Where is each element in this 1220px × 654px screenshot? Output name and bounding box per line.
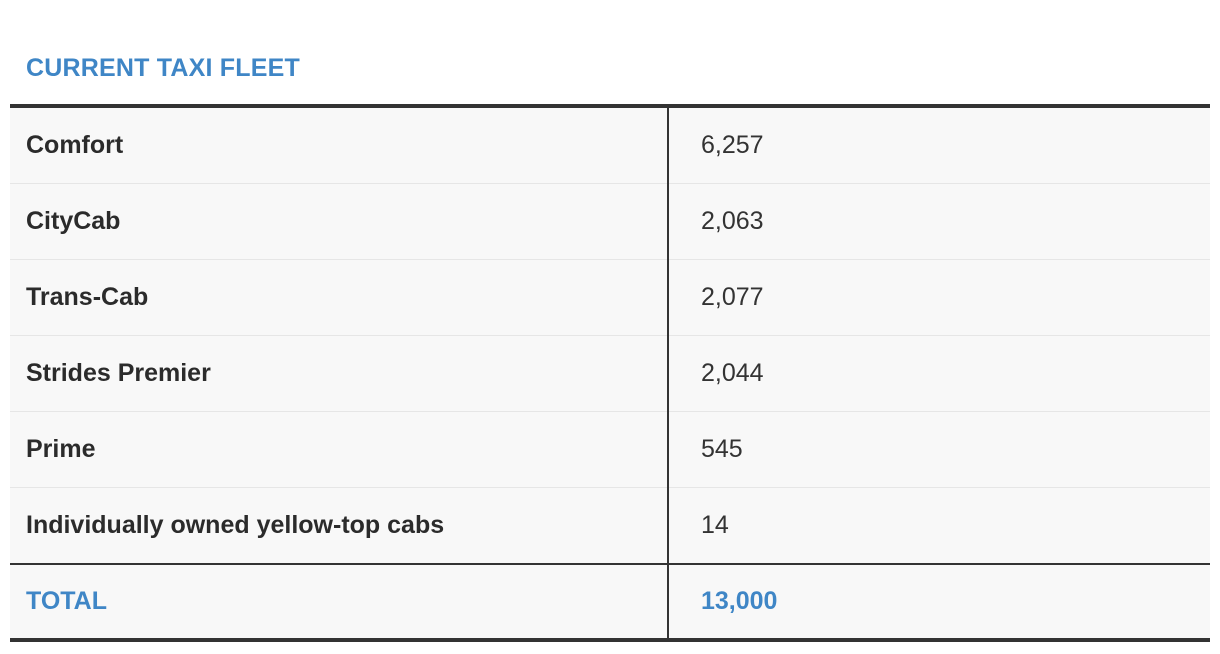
operator-name: Comfort	[10, 106, 669, 184]
operator-name: Individually owned yellow-top cabs	[10, 487, 669, 564]
table-row-citycab: CityCab 2,063	[10, 183, 1210, 260]
operator-count: 2,044	[668, 335, 1210, 412]
operator-count: 6,257	[668, 106, 1210, 184]
table-row-individual-cabs: Individually owned yellow-top cabs 14	[10, 487, 1210, 564]
table-row-prime: Prime 545	[10, 411, 1210, 488]
operator-name: Trans-Cab	[10, 259, 669, 336]
table-row-trans-cab: Trans-Cab 2,077	[10, 259, 1210, 336]
total-label: TOTAL	[10, 563, 669, 640]
operator-count: 14	[668, 487, 1210, 564]
operator-name: Prime	[10, 411, 669, 488]
fleet-table-container: Comfort 6,257 CityCab 2,063 Trans-Cab 2,…	[10, 104, 1210, 642]
operator-name: Strides Premier	[10, 335, 669, 412]
fleet-table: Comfort 6,257 CityCab 2,063 Trans-Cab 2,…	[10, 104, 1210, 642]
operator-count: 545	[668, 411, 1210, 488]
operator-count: 2,077	[668, 259, 1210, 336]
total-count: 13,000	[668, 563, 1210, 640]
operator-count: 2,063	[668, 183, 1210, 260]
operator-name: CityCab	[10, 183, 669, 260]
table-row-strides-premier: Strides Premier 2,044	[10, 335, 1210, 412]
table-row-comfort: Comfort 6,257	[10, 106, 1210, 184]
table-row-total: TOTAL 13,000	[10, 563, 1210, 640]
table-title: CURRENT TAXI FLEET	[26, 54, 300, 82]
